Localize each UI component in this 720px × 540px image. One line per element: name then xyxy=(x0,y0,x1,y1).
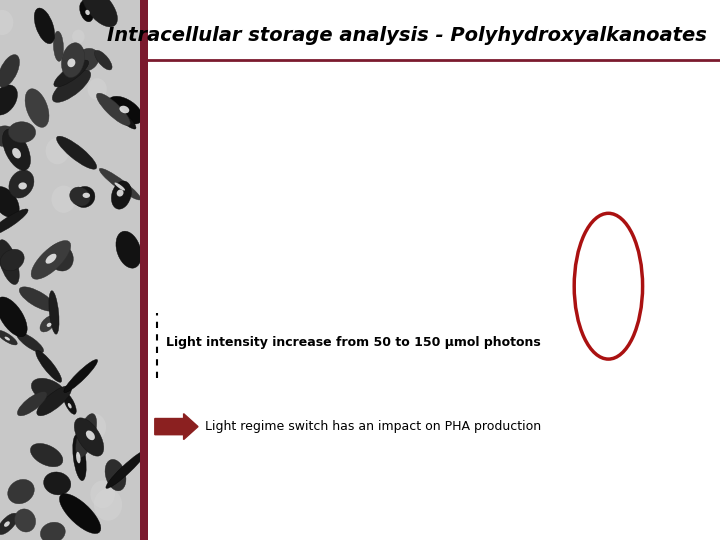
Ellipse shape xyxy=(37,386,71,416)
Ellipse shape xyxy=(4,336,10,341)
Ellipse shape xyxy=(31,240,71,279)
Ellipse shape xyxy=(9,122,35,143)
Ellipse shape xyxy=(19,287,56,311)
Ellipse shape xyxy=(32,379,66,403)
Bar xyxy=(148,0,720,540)
Ellipse shape xyxy=(8,480,35,504)
Ellipse shape xyxy=(94,50,112,70)
Ellipse shape xyxy=(53,31,63,62)
Ellipse shape xyxy=(108,96,143,124)
Ellipse shape xyxy=(0,240,19,285)
Ellipse shape xyxy=(45,138,69,164)
Ellipse shape xyxy=(0,85,17,115)
Text: Light intensity increase from 50 to 150 μmol photons: Light intensity increase from 50 to 150 … xyxy=(166,336,540,349)
Ellipse shape xyxy=(40,316,56,332)
Ellipse shape xyxy=(36,350,62,382)
Ellipse shape xyxy=(0,126,17,146)
Ellipse shape xyxy=(82,0,117,27)
Ellipse shape xyxy=(45,254,56,264)
Ellipse shape xyxy=(68,403,72,408)
Ellipse shape xyxy=(54,60,89,87)
Ellipse shape xyxy=(60,494,101,534)
Ellipse shape xyxy=(76,452,81,463)
Ellipse shape xyxy=(0,10,14,35)
Ellipse shape xyxy=(17,392,47,416)
Ellipse shape xyxy=(14,509,35,532)
Ellipse shape xyxy=(68,58,76,67)
Ellipse shape xyxy=(76,414,96,457)
Ellipse shape xyxy=(88,78,107,100)
Ellipse shape xyxy=(19,183,27,190)
Ellipse shape xyxy=(112,181,131,209)
Ellipse shape xyxy=(47,323,51,327)
Ellipse shape xyxy=(72,30,84,44)
Ellipse shape xyxy=(116,231,141,268)
Ellipse shape xyxy=(80,1,94,22)
Ellipse shape xyxy=(101,97,136,129)
Ellipse shape xyxy=(17,332,44,353)
Ellipse shape xyxy=(83,193,90,198)
Ellipse shape xyxy=(0,186,19,218)
Ellipse shape xyxy=(40,522,66,540)
Ellipse shape xyxy=(86,430,95,440)
Ellipse shape xyxy=(106,450,147,488)
Ellipse shape xyxy=(75,49,99,71)
Ellipse shape xyxy=(63,393,76,414)
Ellipse shape xyxy=(4,521,10,527)
Ellipse shape xyxy=(44,472,71,495)
Bar xyxy=(0,0,140,540)
Ellipse shape xyxy=(0,330,17,345)
Ellipse shape xyxy=(56,136,96,169)
Ellipse shape xyxy=(82,414,106,441)
Ellipse shape xyxy=(0,513,18,535)
Ellipse shape xyxy=(61,43,84,78)
Ellipse shape xyxy=(0,249,24,271)
Ellipse shape xyxy=(0,209,28,235)
Ellipse shape xyxy=(91,481,115,508)
Ellipse shape xyxy=(120,106,130,113)
Ellipse shape xyxy=(35,8,55,44)
Ellipse shape xyxy=(0,297,27,337)
Ellipse shape xyxy=(64,360,98,393)
Ellipse shape xyxy=(0,55,19,87)
Text: Light regime switch has an impact on PHA production: Light regime switch has an impact on PHA… xyxy=(205,420,541,433)
Ellipse shape xyxy=(117,190,124,197)
Ellipse shape xyxy=(49,291,59,334)
Ellipse shape xyxy=(2,129,30,170)
Ellipse shape xyxy=(96,93,130,126)
Ellipse shape xyxy=(12,148,21,158)
Ellipse shape xyxy=(48,244,73,271)
Ellipse shape xyxy=(51,186,76,213)
Ellipse shape xyxy=(114,183,125,191)
Ellipse shape xyxy=(94,489,122,521)
Ellipse shape xyxy=(105,460,126,491)
Ellipse shape xyxy=(99,168,141,200)
Ellipse shape xyxy=(30,443,63,467)
Ellipse shape xyxy=(85,10,90,15)
Ellipse shape xyxy=(70,187,90,206)
Ellipse shape xyxy=(74,418,104,456)
Ellipse shape xyxy=(73,186,95,207)
Ellipse shape xyxy=(53,70,91,102)
Ellipse shape xyxy=(9,170,34,198)
FancyArrow shape xyxy=(155,414,198,440)
Ellipse shape xyxy=(25,89,49,127)
Bar xyxy=(140,0,148,540)
Ellipse shape xyxy=(73,435,86,481)
Text: Intracellular storage analysis - Polyhydroxyalkanoates: Intracellular storage analysis - Polyhyd… xyxy=(107,25,707,45)
